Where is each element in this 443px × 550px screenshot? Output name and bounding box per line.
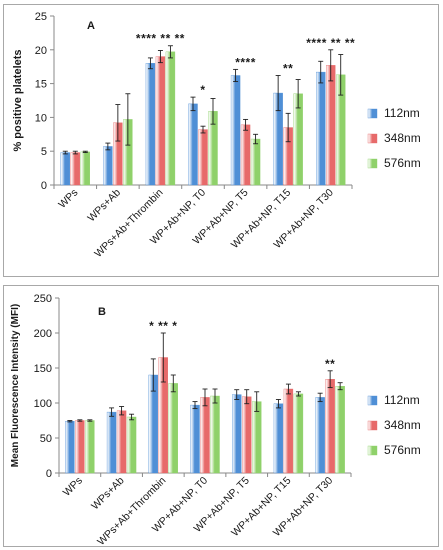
bar-348nm — [240, 124, 251, 186]
legend-swatch-576nm — [367, 158, 378, 169]
chart-a-svg: 0 5 10 15 20 25 % positive platelets A WPs WPs+Ab… — [12, 11, 421, 260]
significance-stars: * ** * — [149, 319, 177, 333]
legend-label: 112nm — [384, 106, 420, 120]
y-tick-label: 150 — [34, 363, 52, 375]
y-tick-label: 0 — [41, 180, 47, 192]
y-axis-label: % positive platelets — [12, 49, 24, 151]
x-tick-label: WPs+Ab — [85, 187, 123, 225]
bar-112nm — [273, 403, 284, 474]
bar-112nm — [315, 397, 325, 474]
legend-label: 576nm — [384, 156, 421, 170]
bar-348nm — [200, 397, 210, 474]
bar-576nm — [335, 385, 345, 474]
chart-panel-b: 0 50 100 150 200 250 Mean Fluorescence Intensi… — [3, 285, 439, 548]
y-tick-label: 100 — [34, 398, 52, 410]
x-tick-label: WPs+Ab — [89, 475, 127, 513]
legend-label: 348nm — [384, 418, 421, 432]
x-tick-label: WPs — [56, 187, 80, 211]
bar-576nm — [250, 138, 261, 186]
bar-576nm — [85, 420, 95, 474]
legend-label: 576nm — [384, 443, 421, 457]
bar-348nm — [198, 129, 208, 186]
legend-label: 348nm — [384, 131, 421, 145]
bar-112nm — [106, 411, 117, 474]
y-tick-label: 25 — [35, 11, 47, 23]
legend-swatch-112nm — [367, 108, 378, 119]
y-tick-label: 5 — [41, 146, 47, 158]
bar-112nm — [188, 103, 198, 186]
legend-swatch-112nm — [367, 395, 378, 406]
bar-112nm — [190, 404, 200, 474]
y-tick-label: 250 — [34, 293, 52, 305]
y-tick-label: 0 — [46, 468, 52, 480]
bar-112nm — [60, 152, 70, 186]
legend-label: 112nm — [384, 393, 420, 407]
legend-swatch-576nm — [367, 445, 378, 456]
bar-112nm — [316, 71, 326, 186]
bar-112nm — [65, 420, 75, 474]
bar-576nm — [210, 395, 220, 474]
bar-576nm — [252, 401, 262, 474]
bar-348nm — [242, 396, 252, 474]
bar-576nm — [293, 393, 304, 474]
y-tick-label: 15 — [35, 79, 47, 91]
bar-576nm — [168, 383, 178, 474]
legend-swatch-348nm — [367, 133, 378, 144]
significance-stars: **** — [235, 55, 256, 69]
legend-swatch-348nm — [367, 420, 378, 431]
y-tick-label: 20 — [35, 45, 47, 57]
bar-576nm — [165, 51, 176, 186]
significance-stars: ** — [325, 357, 335, 371]
bar-576nm — [126, 416, 137, 474]
chart-b-svg: 0 50 100 150 200 250 Mean Fluorescence Intensi… — [10, 293, 421, 548]
bar-112nm — [232, 394, 242, 474]
y-axis-label: Mean Fluorescence Intensity (MFI) — [10, 304, 21, 467]
significance-stars: **** ** ** — [136, 32, 185, 46]
bar-348nm — [116, 410, 127, 474]
x-tick-label: WPs — [61, 475, 85, 499]
bar-348nm — [326, 65, 336, 186]
bar-112nm — [230, 75, 241, 186]
bar-112nm — [103, 146, 113, 186]
panel-label: B — [98, 306, 106, 318]
y-tick-label: 10 — [35, 112, 47, 124]
bar-348nm — [70, 152, 80, 186]
panel-label: A — [87, 20, 95, 32]
significance-stars: ** — [283, 61, 293, 75]
y-tick-label: 200 — [34, 328, 52, 340]
bar-348nm — [155, 56, 166, 186]
bar-348nm — [283, 388, 294, 474]
significance-stars: **** ** ** — [306, 36, 355, 50]
bar-576nm — [80, 151, 90, 186]
y-tick-label: 50 — [40, 433, 52, 445]
chart-panel-a: 0 5 10 15 20 25 % positive platelets A WPs WPs+Ab… — [3, 4, 439, 277]
bar-348nm — [325, 378, 335, 474]
bar-112nm — [145, 63, 156, 186]
significance-stars: * — [200, 83, 205, 97]
bar-348nm — [75, 420, 85, 474]
